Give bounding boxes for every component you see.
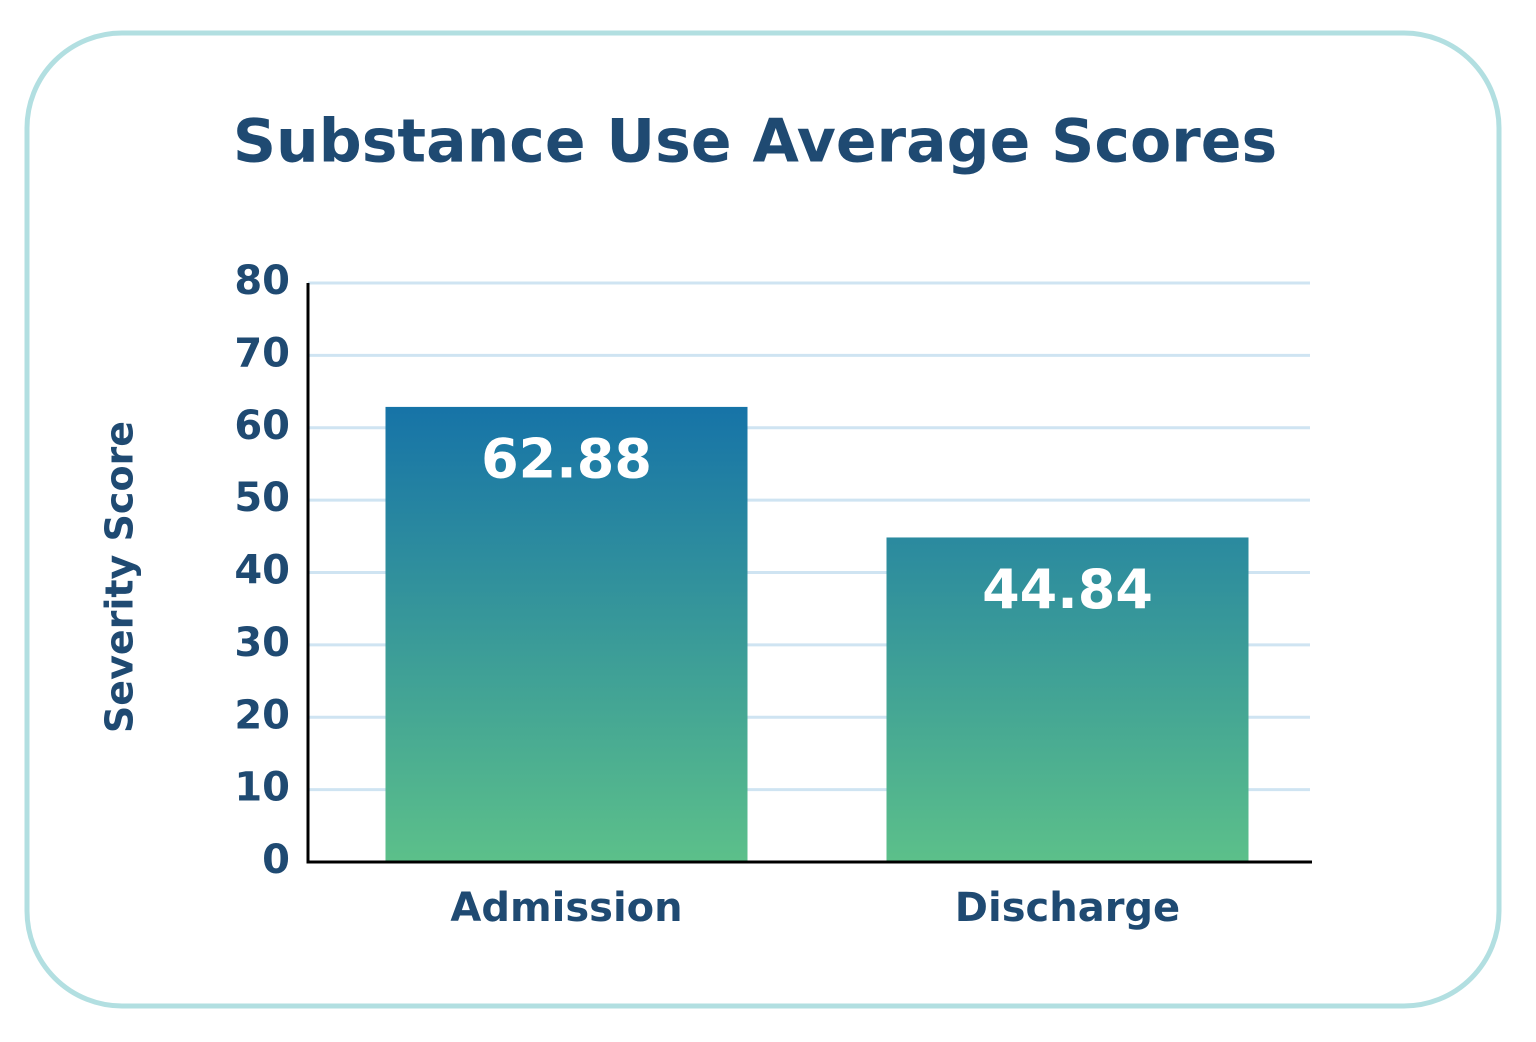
y-tick-label: 20: [234, 692, 290, 738]
y-tick-label: 40: [234, 548, 290, 594]
y-axis-label: Severity Score: [98, 421, 142, 733]
value-label: 44.84: [982, 558, 1153, 621]
y-tick-label: 60: [234, 403, 290, 449]
bar: [385, 406, 748, 862]
x-tick-label: Discharge: [955, 885, 1180, 931]
value-label: 62.88: [481, 428, 652, 491]
y-tick-label: 80: [234, 258, 290, 304]
y-tick-label: 70: [234, 330, 290, 376]
bar: [886, 537, 1249, 862]
chart-title: Substance Use Average Scores: [233, 107, 1277, 177]
x-tick-label: Admission: [450, 885, 682, 931]
y-tick-label: 30: [234, 620, 290, 666]
y-tick-label: 10: [234, 765, 290, 811]
y-tick-label: 50: [234, 475, 290, 521]
y-tick-label: 0: [262, 837, 290, 883]
